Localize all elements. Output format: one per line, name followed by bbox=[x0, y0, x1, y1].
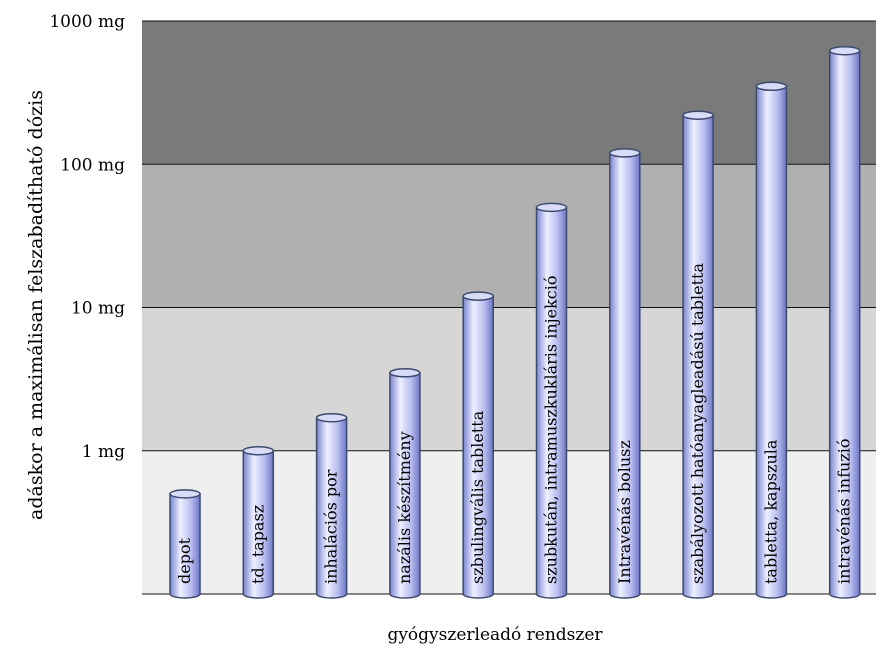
bar-label: szbulingvális tabletta bbox=[468, 410, 487, 584]
y-axis-title: adáskor a maximálisan felszabadítható dó… bbox=[25, 90, 47, 520]
bar-top bbox=[755, 81, 788, 92]
bar bbox=[389, 368, 421, 599]
band-1 bbox=[142, 307, 876, 451]
bar bbox=[315, 412, 348, 599]
background-bands bbox=[142, 21, 876, 594]
bar-label: szubkután, intramuszkukláris injekció bbox=[542, 276, 561, 584]
bar bbox=[169, 489, 201, 599]
bar bbox=[682, 110, 714, 599]
bars bbox=[169, 45, 861, 599]
bar-body bbox=[242, 450, 275, 599]
bar-top bbox=[682, 110, 714, 120]
bar-top bbox=[315, 412, 348, 423]
bar-top bbox=[609, 148, 641, 158]
y-tick-label: 1 mg bbox=[82, 442, 125, 462]
bar-body bbox=[535, 206, 568, 599]
bar-label: szabályozott hatóanyagleadású tabletta bbox=[688, 263, 707, 584]
bar-label: tabletta, kapszula bbox=[761, 439, 780, 584]
bar-label: Intravénás bolusz bbox=[615, 440, 634, 584]
y-tick-label: 10 mg bbox=[71, 299, 125, 319]
bar-body bbox=[682, 114, 714, 599]
y-tick-label: 100 mg bbox=[60, 155, 125, 175]
bar-top bbox=[169, 489, 201, 499]
bar-label: intravénás infuzió bbox=[835, 438, 854, 584]
bar bbox=[462, 291, 494, 599]
bar-body bbox=[462, 295, 494, 599]
x-axis-title: gyógyszerleadó rendszer bbox=[387, 625, 603, 645]
bar bbox=[755, 81, 788, 599]
bar bbox=[535, 202, 568, 599]
bar-labels: depot td. tapasz inhalációs por nazális kés… bbox=[175, 263, 854, 584]
bar-top bbox=[462, 291, 494, 301]
bar-label: td. tapasz bbox=[248, 505, 267, 584]
band-3 bbox=[142, 21, 876, 165]
bar-body bbox=[389, 372, 421, 599]
bar bbox=[609, 148, 641, 599]
bar bbox=[242, 446, 275, 599]
bar-top bbox=[535, 202, 568, 213]
bar-top bbox=[389, 368, 421, 378]
bar-body bbox=[609, 152, 641, 599]
bar-label: inhalációs por bbox=[322, 469, 341, 584]
bar-body bbox=[315, 416, 348, 599]
bar-body bbox=[169, 493, 201, 599]
bar-body bbox=[828, 49, 861, 599]
bar bbox=[828, 45, 861, 599]
bar-top bbox=[828, 45, 861, 56]
bar-label: nazális készítmény bbox=[395, 431, 414, 584]
y-axis-ticks: 1 mg 10 mg 100 mg 1000 mg bbox=[49, 12, 125, 462]
bar-body bbox=[755, 85, 788, 599]
bar-label: depot bbox=[175, 537, 194, 584]
y-tick-label: 1000 mg bbox=[49, 12, 125, 32]
band-2 bbox=[142, 164, 876, 308]
bar-top bbox=[242, 446, 275, 456]
